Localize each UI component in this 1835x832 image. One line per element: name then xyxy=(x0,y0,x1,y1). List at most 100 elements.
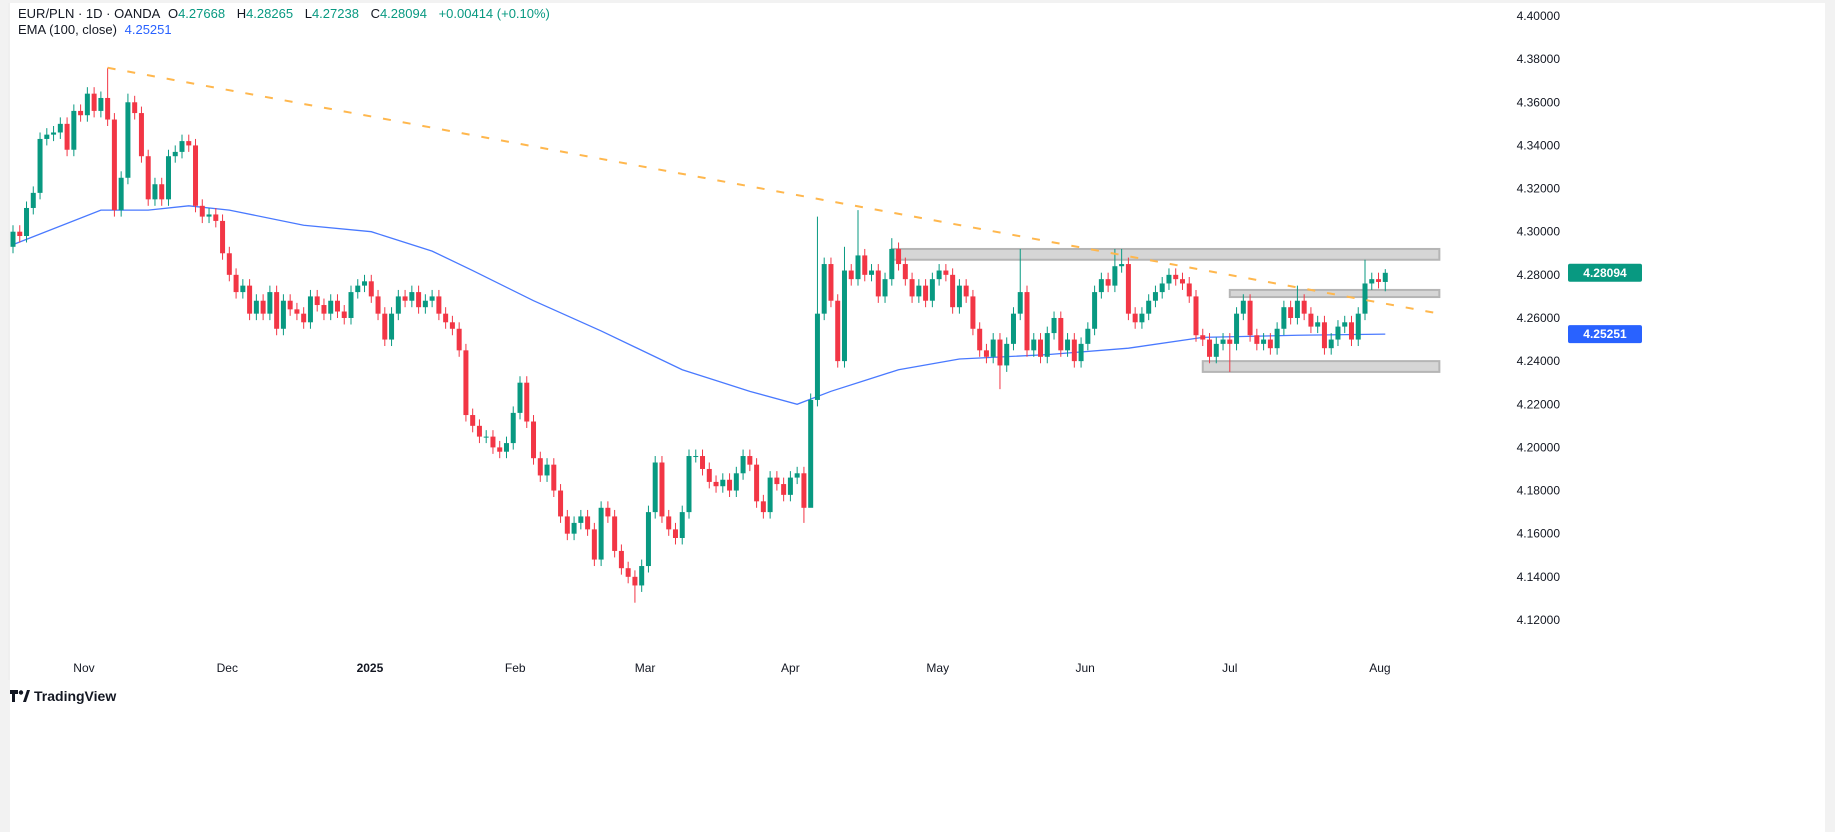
candle-body xyxy=(1010,313,1016,344)
candle-body xyxy=(551,464,557,491)
candle-body xyxy=(801,473,807,508)
candle-body xyxy=(213,214,219,221)
candle-body xyxy=(510,412,516,444)
candle-body xyxy=(1044,333,1050,357)
candle-body xyxy=(470,415,476,426)
candle-body xyxy=(1247,300,1253,336)
candle-body xyxy=(1139,313,1145,323)
candle-body xyxy=(814,313,820,400)
candle-body xyxy=(321,305,327,314)
candle-body xyxy=(767,477,773,513)
candle-body xyxy=(733,473,739,491)
candle-body xyxy=(267,292,273,314)
ema-value: 4.25251 xyxy=(124,22,172,37)
candle-body xyxy=(1200,335,1206,340)
candle-body xyxy=(1186,283,1192,297)
y-tick-label: 4.20000 xyxy=(1517,440,1561,454)
change-value: +0.00414 (+0.10%) xyxy=(438,6,550,21)
candle-body xyxy=(612,516,618,551)
candle-body xyxy=(1125,264,1131,314)
candle-body xyxy=(476,425,482,437)
candle-body xyxy=(1281,307,1287,329)
candle-body xyxy=(138,113,144,157)
candle-body xyxy=(341,311,347,318)
candle-body xyxy=(794,473,800,478)
candle-body xyxy=(990,339,996,357)
candle-body xyxy=(713,481,719,487)
candle-body xyxy=(416,292,422,308)
candle-body xyxy=(598,507,604,560)
y-tick-label: 4.26000 xyxy=(1517,311,1561,325)
price-label: 4.28094 xyxy=(1583,266,1627,280)
candle-body xyxy=(1112,266,1118,286)
candle-body xyxy=(1227,339,1233,344)
candle-body xyxy=(152,184,158,200)
candle-body xyxy=(17,231,23,237)
candle-body xyxy=(950,274,956,308)
candle-body xyxy=(963,285,969,297)
candle-body xyxy=(977,328,983,351)
candle-body xyxy=(1051,317,1057,334)
y-tick-label: 4.28000 xyxy=(1517,268,1561,282)
candle-body xyxy=(1152,292,1158,301)
x-tick-label: Jun xyxy=(1075,661,1094,675)
ema-indicator-label[interactable]: EMA (100, close) xyxy=(18,22,117,37)
candle-body xyxy=(896,248,902,265)
candle-body xyxy=(483,436,489,438)
candle-body xyxy=(618,550,624,569)
price-label: 4.25251 xyxy=(1583,327,1627,341)
candle-body xyxy=(1132,313,1138,323)
candle-body xyxy=(956,285,962,308)
candle-body xyxy=(233,274,239,293)
candle-body xyxy=(220,220,226,254)
candle-body xyxy=(382,313,388,340)
candle-body xyxy=(720,479,726,487)
symbol-info[interactable]: EUR/PLN · 1D · OANDA xyxy=(18,6,161,21)
candle-body xyxy=(436,296,442,314)
candle-body xyxy=(490,436,496,448)
candle-body xyxy=(760,501,766,513)
candle-body xyxy=(1017,292,1023,314)
candle-body xyxy=(625,568,631,577)
candle-body xyxy=(564,516,570,534)
candle-body xyxy=(1335,326,1341,340)
candle-body xyxy=(787,477,793,495)
candle-body xyxy=(970,296,976,329)
tradingview-logo[interactable]: TradingView xyxy=(10,688,116,704)
ohlc-row: EUR/PLN · 1D · OANDA O4.27668 H4.28265 L… xyxy=(18,6,554,22)
candle-body xyxy=(1355,313,1361,340)
candle-body xyxy=(693,456,699,458)
x-tick-label: Dec xyxy=(217,661,238,675)
x-tick-label: Aug xyxy=(1369,661,1390,675)
y-tick-label: 4.40000 xyxy=(1517,9,1561,23)
y-tick-label: 4.38000 xyxy=(1517,52,1561,66)
candle-body xyxy=(1369,279,1375,284)
candle-body xyxy=(375,296,381,314)
candle-body xyxy=(1146,300,1152,314)
candle-body xyxy=(862,255,868,275)
candle-body xyxy=(537,458,543,476)
candle-body xyxy=(632,576,638,586)
candle-body xyxy=(328,300,334,314)
candle-body xyxy=(1092,292,1098,329)
candle-body xyxy=(1348,322,1354,340)
candle-body xyxy=(111,119,117,211)
candle-body xyxy=(1038,339,1044,357)
tradingview-logo-icon xyxy=(10,690,30,702)
candle-body xyxy=(355,285,361,293)
candle-body xyxy=(422,300,428,308)
candle-body xyxy=(1193,296,1199,336)
trendline xyxy=(107,66,1440,315)
candle-body xyxy=(875,270,881,297)
candle-body xyxy=(159,184,165,200)
support-resistance-zone xyxy=(1201,360,1441,373)
close-label: C4.28094 xyxy=(370,6,427,21)
y-tick-label: 4.12000 xyxy=(1517,613,1561,627)
low-label: L4.27238 xyxy=(304,6,359,21)
candle-body xyxy=(165,156,171,200)
candle-body xyxy=(199,205,205,217)
candle-body xyxy=(659,462,665,517)
candle-body xyxy=(118,177,124,211)
candle-body xyxy=(1308,313,1314,327)
